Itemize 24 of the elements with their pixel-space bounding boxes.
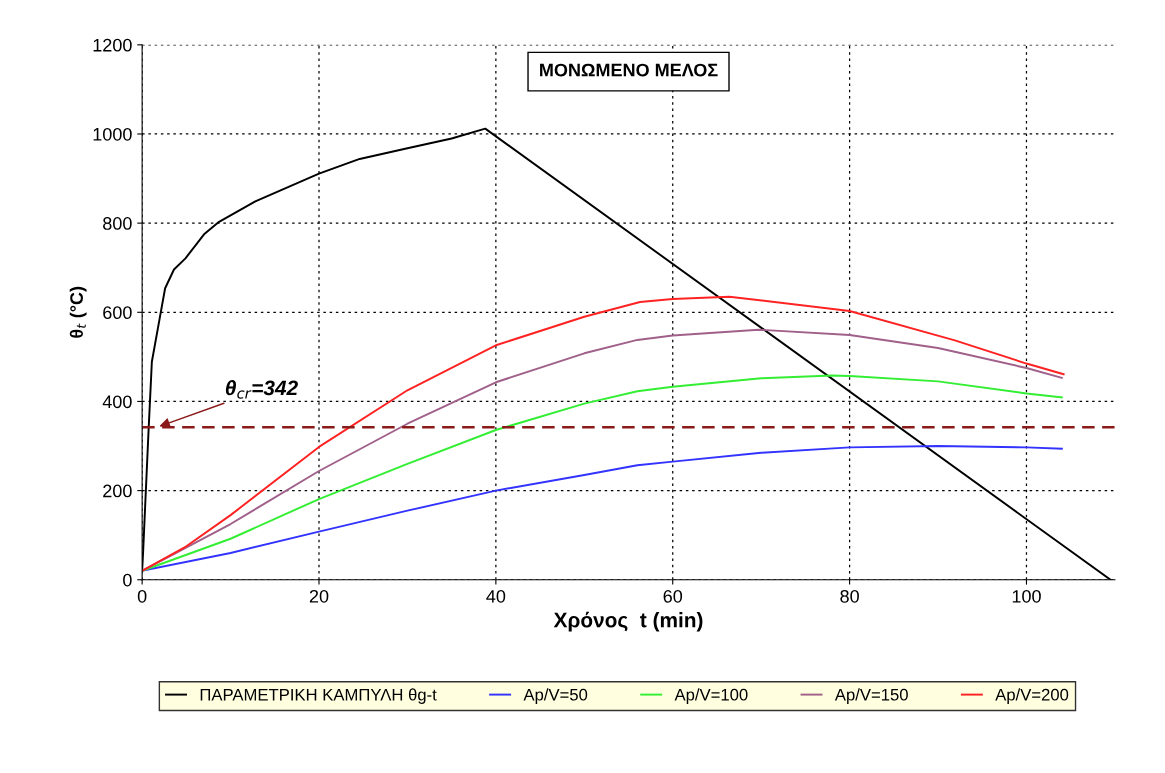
x-tick-label: 20 xyxy=(309,589,329,603)
legend-label: Ap/V=50 xyxy=(523,688,588,704)
line-series xyxy=(142,445,1063,572)
legend-label: Ap/V=200 xyxy=(995,688,1069,704)
y-tick-label: 600 xyxy=(103,306,132,320)
legend-label: Ap/V=150 xyxy=(834,688,908,704)
x-tick-label: 80 xyxy=(840,589,859,603)
x-tick-label: 60 xyxy=(663,589,683,603)
legend-label: Ap/V=100 xyxy=(674,688,748,704)
y-tick-label: 800 xyxy=(103,217,132,230)
y-tick-label: 1000 xyxy=(93,127,132,141)
y-tick-label: 0 xyxy=(123,573,132,587)
x-tick-label: 0 xyxy=(137,589,147,603)
y-tick-label: 200 xyxy=(103,484,132,498)
y-tick-label: 400 xyxy=(102,395,132,409)
x-axis-title: Χρόνος t (min) xyxy=(553,611,703,632)
legend-label: ΠΑΡΑΜΕΤΡΙΚΗ ΚΑΜΠΥΛΗ θg-t xyxy=(200,688,437,704)
x-tick-label: 40 xyxy=(486,589,506,603)
y-tick-label: 1200 xyxy=(93,38,132,52)
line-series xyxy=(142,374,1063,572)
ref-line-label: θ$_{cr}$=342 xyxy=(225,380,298,399)
text: ΜΟΝΩΜΕΝΟ ΜΕΛΟΣ xyxy=(540,63,718,77)
x-tick-label: 100 xyxy=(1012,589,1041,603)
y-axis-title: θ$_{t}$ (°C) xyxy=(69,286,87,338)
